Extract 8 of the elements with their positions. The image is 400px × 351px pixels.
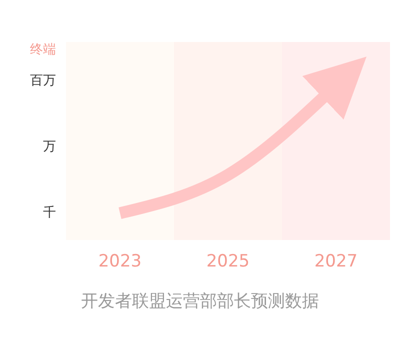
x-tick-label: 2025 bbox=[206, 252, 250, 272]
text: 万 bbox=[43, 140, 56, 155]
text: 百万 bbox=[30, 74, 56, 89]
y-axis-title: 终端 bbox=[30, 42, 56, 58]
x-tick-label: 2027 bbox=[314, 252, 358, 272]
x-tick-label: 2023 bbox=[98, 252, 142, 272]
text: 开发者联盟运营部部长预测数据 bbox=[81, 292, 319, 312]
text: 千 bbox=[43, 206, 56, 221]
